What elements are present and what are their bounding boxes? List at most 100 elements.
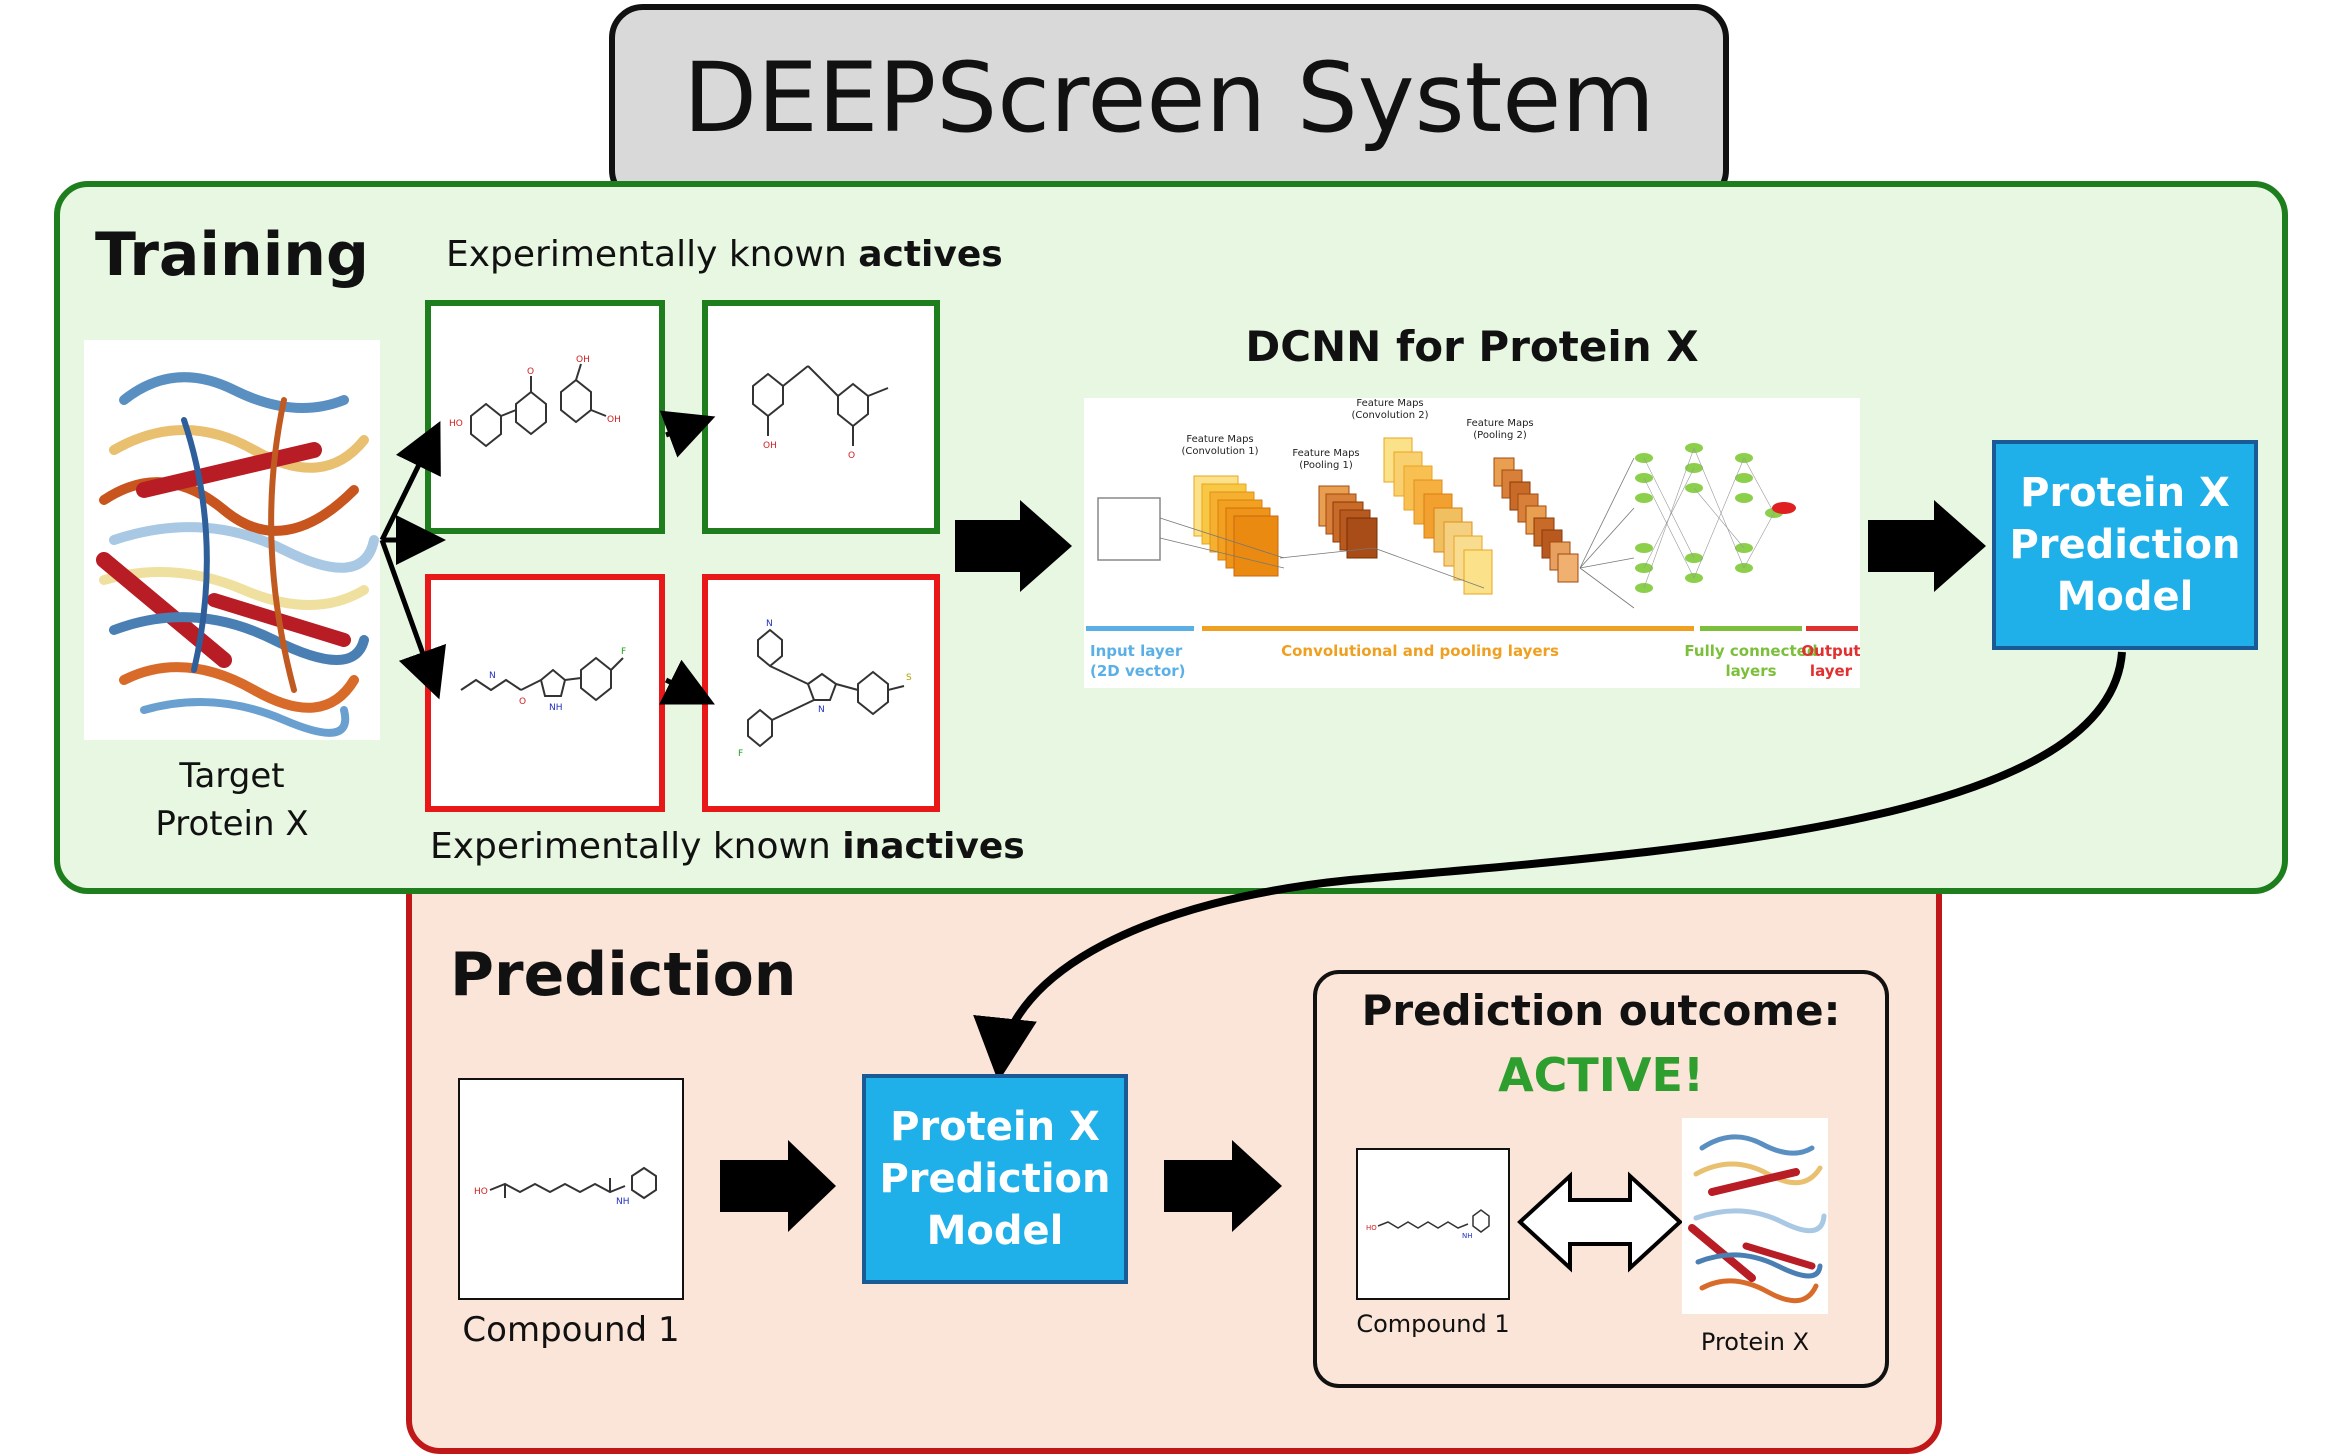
output-layer-label-b: layer (1810, 662, 1853, 680)
inactives-caption-prefix: Experimentally known (430, 826, 843, 867)
target-protein-label-line1: Target (179, 756, 285, 796)
system-title: DEEPScreen System (683, 42, 1655, 154)
output-layer-label-a: Output (1801, 642, 1860, 660)
training-model-line2: Prediction (2009, 522, 2241, 568)
arrow-to-training-model (1868, 500, 1986, 592)
atom-label: OH (607, 415, 621, 425)
input-layer-bar (1086, 626, 1194, 631)
protein-ribbon-graphic (96, 372, 379, 737)
atom-label: OH (576, 355, 590, 365)
atom-label: O (848, 451, 855, 461)
inactives-caption-bold: inactives (842, 826, 1025, 867)
atom-label: HO (1366, 1224, 1377, 1232)
outcome-compound-structure: HO NH (1366, 1209, 1490, 1240)
fm-conv1-label-b: (Convolution 1) (1181, 446, 1258, 457)
inactive-molecule-2-structure: N N F S (738, 619, 912, 759)
input-layer-label-b: (2D vector) (1090, 662, 1186, 680)
active-molecule-1-structure: HO OH OH O (449, 355, 621, 448)
atom-label: O (527, 367, 534, 377)
inactive-molecule-1: N NH F O (425, 574, 665, 812)
conv-layer-bar (1202, 626, 1694, 631)
fm-pool1-label-b: (Pooling 1) (1299, 460, 1353, 471)
atom-label: F (738, 749, 743, 759)
cnn-pool1-stack (1318, 485, 1378, 559)
cnn-architecture-diagram: Feature Maps (Convolution 1) Feature Map… (1084, 398, 1861, 688)
fc-layer-label-a: Fully connected (1684, 642, 1817, 660)
fm-pool2-label-a: Feature Maps (1466, 418, 1533, 429)
cnn-output-node (1772, 502, 1796, 514)
cnn-input-square (1097, 497, 1161, 561)
actives-caption: Experimentally known actives (446, 234, 1003, 275)
fm-conv2-label-a: Feature Maps (1356, 398, 1423, 409)
prediction-heading: Prediction (450, 940, 797, 1010)
cnn-conv1-stack (1193, 475, 1279, 577)
fm-pool1-label-a: Feature Maps (1292, 448, 1359, 459)
arrow-active-1-to-2 (659, 410, 716, 458)
compound-1-structure: HO NH (474, 1166, 657, 1207)
atom-label: NH (1462, 1232, 1473, 1240)
fm-conv2-label-b: (Convolution 2) (1351, 410, 1428, 421)
training-prediction-model-box: Protein X Prediction Model (1992, 440, 2258, 650)
prediction-model-line2: Prediction (879, 1156, 1111, 1202)
training-model-line3: Model (2056, 574, 2194, 620)
arrow-compound-to-model (720, 1140, 836, 1232)
atom-label: NH (549, 703, 563, 713)
arrow-to-dcnn (955, 500, 1072, 592)
cnn-pool2-stack (1493, 457, 1579, 583)
outcome-protein-graphic (1688, 1134, 1827, 1304)
fc-layer-bar (1700, 626, 1802, 631)
target-protein-label-line2: Protein X (155, 804, 309, 844)
inactive-molecule-1-structure: N NH F O (460, 647, 626, 713)
model-transfer-arrow (973, 651, 2126, 1082)
cnn-architecture-graphic: Feature Maps (Convolution 1) Feature Map… (1086, 398, 1861, 680)
atom-label: HO (449, 419, 463, 429)
prediction-model-box: Protein X Prediction Model (862, 1074, 1128, 1284)
outcome-compound-image: HO NH (1356, 1148, 1510, 1300)
training-model-line1: Protein X (2020, 470, 2230, 516)
fm-pool2-label-b: (Pooling 2) (1473, 430, 1527, 441)
training-heading: Training (95, 220, 369, 290)
fm-conv1-label-a: Feature Maps (1186, 434, 1253, 445)
atom-label: OH (763, 441, 777, 451)
dcnn-title: DCNN for Protein X (1245, 322, 1699, 371)
prediction-model-line3: Model (926, 1208, 1064, 1254)
atom-label: S (906, 673, 912, 683)
active-molecule-2: OH O (702, 300, 940, 534)
atom-label: HO (474, 1187, 488, 1197)
atom-label: NH (616, 1197, 630, 1207)
arrow-to-inactive-1 (379, 539, 446, 700)
active-molecule-2-structure: OH O (752, 365, 889, 461)
cnn-connections (1159, 457, 1635, 609)
atom-label: O (519, 697, 526, 707)
outcome-protein-image (1682, 1118, 1828, 1314)
prediction-model-line1: Protein X (890, 1104, 1100, 1150)
outcome-title: Prediction outcome: (1361, 986, 1841, 1035)
atom-label: N (818, 705, 825, 715)
cnn-conv2-stack (1383, 437, 1493, 595)
prediction-outcome-box (1313, 970, 1889, 1388)
cnn-fc-nodes (1635, 443, 1783, 593)
actives-caption-bold: actives (858, 234, 1003, 275)
binding-double-arrow (1517, 1171, 1683, 1273)
compound-1-image: HO NH (458, 1078, 684, 1300)
cnn-fc-edges (1643, 447, 1775, 589)
output-layer-bar (1806, 626, 1858, 631)
target-protein-image (84, 340, 380, 740)
input-layer-label-a: Input layer (1090, 642, 1183, 660)
atom-label: F (621, 647, 626, 657)
system-title-box (609, 4, 1729, 204)
atom-label: N (766, 619, 773, 629)
arrow-to-active-1 (379, 421, 441, 542)
target-protein-label: Target Protein X (84, 752, 380, 848)
outcome-compound-label: Compound 1 (1356, 1310, 1510, 1338)
arrow-inactive-1-to-2 (659, 659, 715, 705)
conv-layer-label: Convolutional and pooling layers (1281, 642, 1559, 660)
outcome-protein-label: Protein X (1700, 1328, 1810, 1356)
atom-label: N (489, 671, 496, 681)
inactives-caption: Experimentally known inactives (430, 826, 1025, 867)
arrow-model-to-outcome (1164, 1140, 1282, 1232)
outcome-value: ACTIVE! (1498, 1048, 1704, 1102)
fc-layer-label-b: layers (1725, 662, 1776, 680)
actives-caption-prefix: Experimentally known (446, 234, 859, 275)
